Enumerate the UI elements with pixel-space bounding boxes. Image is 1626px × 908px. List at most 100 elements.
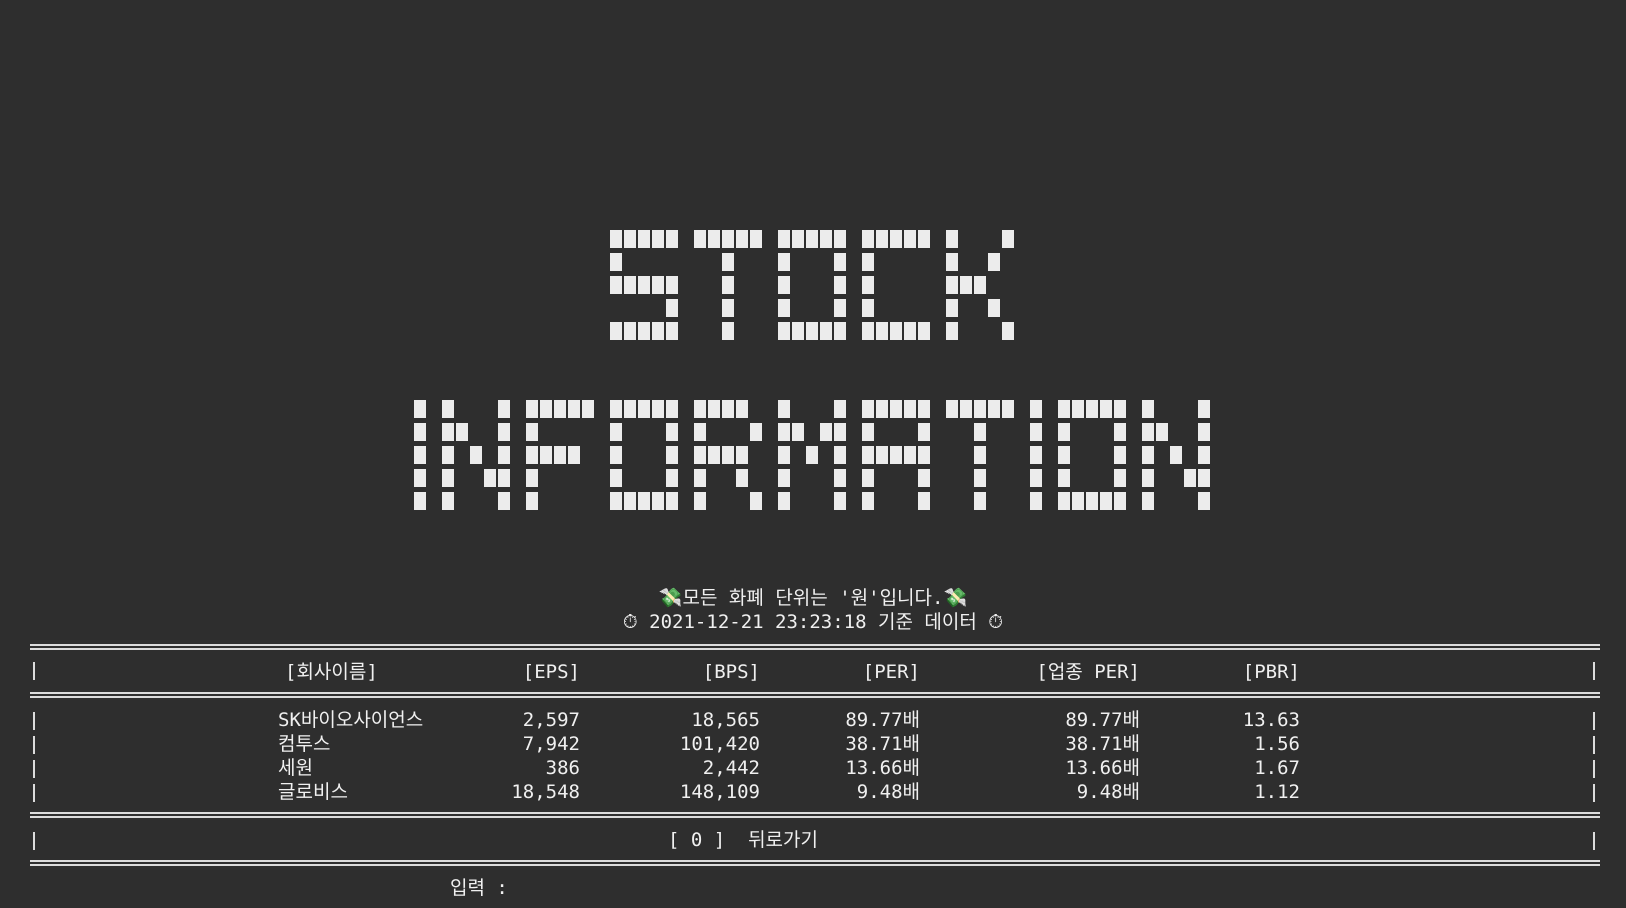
banner-block xyxy=(722,299,734,317)
banner-block xyxy=(1198,400,1210,418)
cell-company: SK바이오사이언스 xyxy=(278,709,424,731)
input-cursor[interactable] xyxy=(520,878,530,898)
banner-block xyxy=(610,253,622,271)
banner-block xyxy=(918,230,930,248)
banner-block xyxy=(834,423,846,441)
banner-block xyxy=(918,322,930,340)
left-border xyxy=(33,712,35,730)
banner-block xyxy=(974,423,986,441)
banner-block xyxy=(1170,446,1182,464)
header-industry-per: [업종 PER] xyxy=(1036,661,1140,683)
right-border xyxy=(1593,784,1595,802)
banner-block xyxy=(624,276,636,294)
banner-block xyxy=(554,400,566,418)
banner-block xyxy=(1114,469,1126,487)
cell-per: 89.77배 xyxy=(845,709,920,731)
banner-block xyxy=(722,446,734,464)
right-border xyxy=(1593,712,1595,730)
input-prompt-label: 입력 : xyxy=(450,877,508,899)
banner-block xyxy=(862,423,874,441)
right-border xyxy=(1593,736,1595,754)
banner-block xyxy=(792,322,804,340)
banner-block xyxy=(988,400,1000,418)
cell-bps: 148,109 xyxy=(679,781,760,803)
banner-block xyxy=(778,492,790,510)
banner-block xyxy=(652,230,664,248)
banner-block xyxy=(666,299,678,317)
banner-block xyxy=(722,322,734,340)
banner-block xyxy=(974,400,986,418)
banner-block xyxy=(1198,492,1210,510)
banner-block xyxy=(862,253,874,271)
ascii-banner xyxy=(414,230,1210,510)
back-menu-option[interactable]: [ 0 ] 뒤로가기 xyxy=(668,829,818,851)
header-bps: [BPS] xyxy=(702,661,760,683)
banner-block xyxy=(778,253,790,271)
banner-block xyxy=(1072,492,1084,510)
banner-block xyxy=(694,230,706,248)
banner-block xyxy=(694,423,706,441)
banner-block xyxy=(778,423,790,441)
banner-block xyxy=(1142,492,1154,510)
banner-block xyxy=(834,400,846,418)
left-border xyxy=(33,784,35,802)
banner-block xyxy=(484,469,496,487)
header-eps: [EPS] xyxy=(522,661,580,683)
banner-block xyxy=(666,446,678,464)
banner-block xyxy=(1030,423,1042,441)
banner-block xyxy=(918,446,930,464)
cell-pbr: 1.67 xyxy=(1254,757,1300,779)
banner-block xyxy=(624,322,636,340)
banner-block xyxy=(778,276,790,294)
banner-block xyxy=(1142,446,1154,464)
banner-block xyxy=(834,446,846,464)
banner-block xyxy=(652,400,664,418)
banner-block xyxy=(904,446,916,464)
banner-block xyxy=(890,446,902,464)
cell-bps: 18,565 xyxy=(691,709,760,731)
banner-block xyxy=(1086,492,1098,510)
banner-block xyxy=(1002,230,1014,248)
left-border xyxy=(33,760,35,778)
banner-block xyxy=(498,446,510,464)
banner-block xyxy=(834,230,846,248)
banner-block xyxy=(778,400,790,418)
banner-block xyxy=(652,492,664,510)
banner-line-information xyxy=(414,400,1210,510)
banner-block xyxy=(946,276,958,294)
banner-block xyxy=(666,400,678,418)
banner-block xyxy=(1114,423,1126,441)
banner-block xyxy=(722,230,734,248)
banner-block xyxy=(918,492,930,510)
banner-block xyxy=(1184,469,1196,487)
banner-block xyxy=(1114,446,1126,464)
banner-block xyxy=(792,230,804,248)
banner-block xyxy=(904,400,916,418)
banner-block xyxy=(638,322,650,340)
header-pbr: [PBR] xyxy=(1242,661,1300,683)
banner-block xyxy=(862,322,874,340)
banner-block xyxy=(862,400,874,418)
cell-eps: 7,942 xyxy=(522,733,580,755)
right-border xyxy=(1593,832,1595,850)
banner-block xyxy=(736,230,748,248)
banner-block xyxy=(1058,469,1070,487)
banner-block xyxy=(1030,469,1042,487)
banner-block xyxy=(1100,400,1112,418)
banner-block xyxy=(946,230,958,248)
banner-block xyxy=(918,400,930,418)
banner-block xyxy=(1198,446,1210,464)
banner-block xyxy=(442,423,454,441)
banner-block xyxy=(1198,469,1210,487)
banner-block xyxy=(610,492,622,510)
banner-block xyxy=(1142,400,1154,418)
banner-block xyxy=(1198,423,1210,441)
banner-block xyxy=(666,469,678,487)
cell-company: 세원 xyxy=(278,757,313,779)
banner-block xyxy=(624,400,636,418)
banner-block xyxy=(610,400,622,418)
banner-block xyxy=(610,230,622,248)
cell-bps: 2,442 xyxy=(702,757,760,779)
banner-block xyxy=(834,299,846,317)
banner-block xyxy=(610,446,622,464)
